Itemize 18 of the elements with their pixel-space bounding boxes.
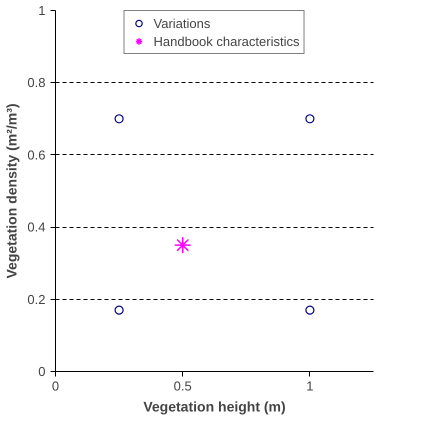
y-tick-label: 0.4 [27,220,46,235]
point [305,114,314,124]
x-tick-label: 0.5 [174,378,192,394]
point [114,114,124,124]
point [174,236,192,254]
x-tick-label: 0 [52,378,60,394]
y-tick-label: 0.2 [27,292,46,307]
legend-label: Variations [154,15,210,31]
y-axis-title: Vegetation density (m²/m³) [3,103,20,279]
y-tick-label: 0.8 [27,75,46,90]
legend-label: Handbook characteristics [154,33,300,49]
y-tick-label: 0.6 [27,147,46,162]
x-axis-title: Vegetation height (m) [143,398,286,414]
y-tick-label: 0 [38,364,46,379]
point [114,306,124,315]
y-tick-label: 1 [38,3,46,18]
x-tick-label: 1 [306,378,314,394]
point [305,306,314,315]
